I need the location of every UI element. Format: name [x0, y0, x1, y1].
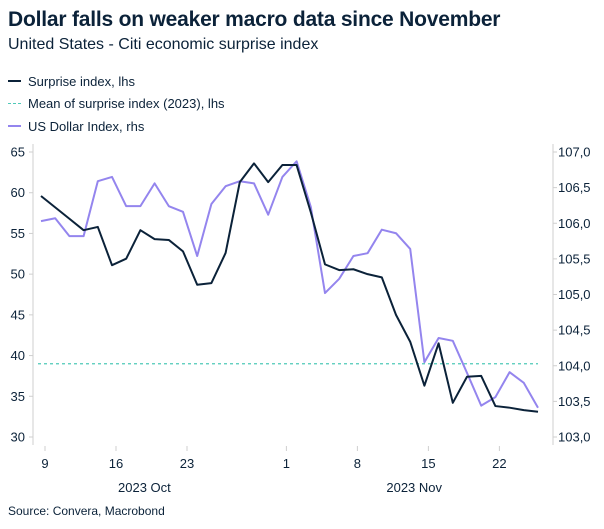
left-tick-label: 40: [11, 348, 25, 363]
legend-item-dxy: US Dollar Index, rhs: [8, 115, 225, 138]
right-tick-label: 104,5: [558, 323, 591, 338]
x-tick-label: 9: [41, 456, 48, 471]
legend-swatch-surprise: [8, 80, 21, 83]
x-tick-label: 1: [283, 456, 290, 471]
source-note: Source: Convera, Macrobond: [8, 504, 165, 518]
right-tick-label: 105,0: [558, 287, 591, 302]
surprise-index-line: [40, 162, 539, 413]
left-tick-label: 55: [11, 226, 25, 241]
legend: Surprise index, lhs Mean of surprise ind…: [8, 70, 225, 138]
right-tick-label: 103,5: [558, 394, 591, 409]
left-tick-label: 50: [11, 267, 25, 282]
legend-item-mean: Mean of surprise index (2023), lhs: [8, 93, 225, 116]
x-tick-label: 15: [421, 456, 435, 471]
x-tick-label: 23: [180, 456, 194, 471]
right-tick-label: 105,5: [558, 251, 591, 266]
left-tick-label: 60: [11, 185, 25, 200]
right-tick-label: 104,0: [558, 358, 591, 373]
chart-subtitle: United States - Citi economic surprise i…: [8, 36, 319, 53]
x-tick-label: 8: [354, 456, 361, 471]
right-tick-label: 103,0: [558, 430, 591, 445]
legend-label-mean: Mean of surprise index (2023), lhs: [28, 96, 225, 112]
dollar-index-line: [40, 160, 539, 409]
x-tick-label: 16: [109, 456, 123, 471]
left-tick-label: 45: [11, 307, 25, 322]
x-group-label: 2023 Oct: [118, 480, 171, 495]
left-tick-label: 35: [11, 389, 25, 404]
legend-label-dxy: US Dollar Index, rhs: [28, 118, 145, 134]
legend-swatch-mean: [8, 103, 21, 105]
left-tick-label: 65: [11, 145, 25, 160]
right-tick-label: 106,0: [558, 216, 591, 231]
legend-label-surprise: Surprise index, lhs: [28, 73, 135, 89]
right-tick-label: 106,5: [558, 180, 591, 195]
right-tick-label: 107,0: [558, 145, 591, 160]
legend-swatch-dxy: [8, 125, 21, 128]
chart-title: Dollar falls on weaker macro data since …: [8, 8, 501, 31]
x-tick-label: 22: [492, 456, 506, 471]
x-group-label: 2023 Nov: [386, 480, 442, 495]
left-tick-label: 30: [11, 430, 25, 445]
legend-item-surprise: Surprise index, lhs: [8, 70, 225, 93]
